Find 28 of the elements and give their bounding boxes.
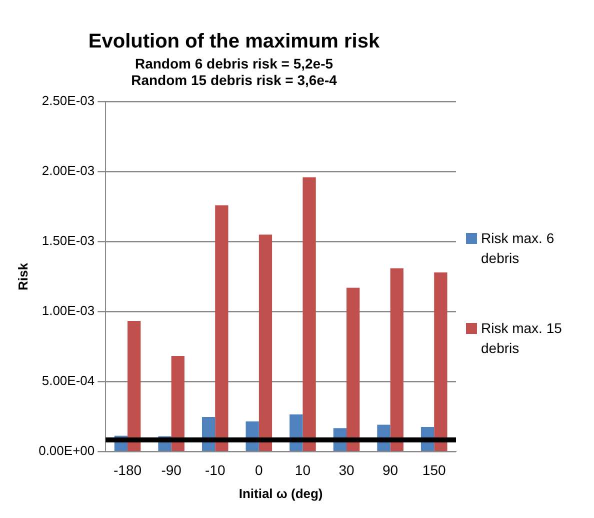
x-tick-label: 10 xyxy=(294,462,311,478)
chart-subtitle: Random 6 debris risk = 5,2e-5 Random 15 debris risk = 3,6e-4 xyxy=(131,55,338,88)
x-tick-label: 150 xyxy=(422,462,446,478)
y-tick-label: 5.00E-04 xyxy=(42,373,95,388)
bar xyxy=(434,272,448,451)
legend-label: Risk max. 6 debris xyxy=(481,229,556,268)
legend-label: Risk max. 15 debris xyxy=(481,319,563,358)
chart-title: Evolution of the maximum risk xyxy=(88,30,380,53)
bar xyxy=(302,177,316,451)
y-tick-label: 2.00E-03 xyxy=(42,163,95,178)
bar xyxy=(346,288,360,451)
x-tick-label: 90 xyxy=(382,462,398,478)
bar xyxy=(128,320,141,451)
y-tick-label: 2.50E-03 xyxy=(42,93,95,108)
y-tick-label: 0.00E+00 xyxy=(38,443,95,458)
bar xyxy=(390,268,404,451)
x-tick-label: 30 xyxy=(338,462,355,478)
x-tick-label: -180 xyxy=(114,462,142,478)
x-tick-label: -10 xyxy=(205,462,226,478)
x-tick-label: 0 xyxy=(255,462,264,478)
y-axis-title: Risk xyxy=(15,262,30,290)
bar xyxy=(258,234,272,451)
bar xyxy=(171,356,184,451)
bar xyxy=(215,205,228,451)
y-tick-label: 1.50E-03 xyxy=(42,233,95,248)
y-tick-label: 1.00E-03 xyxy=(42,303,95,318)
x-axis-title: Initial ω (deg) xyxy=(238,486,323,501)
x-tick-label: -90 xyxy=(161,462,182,478)
